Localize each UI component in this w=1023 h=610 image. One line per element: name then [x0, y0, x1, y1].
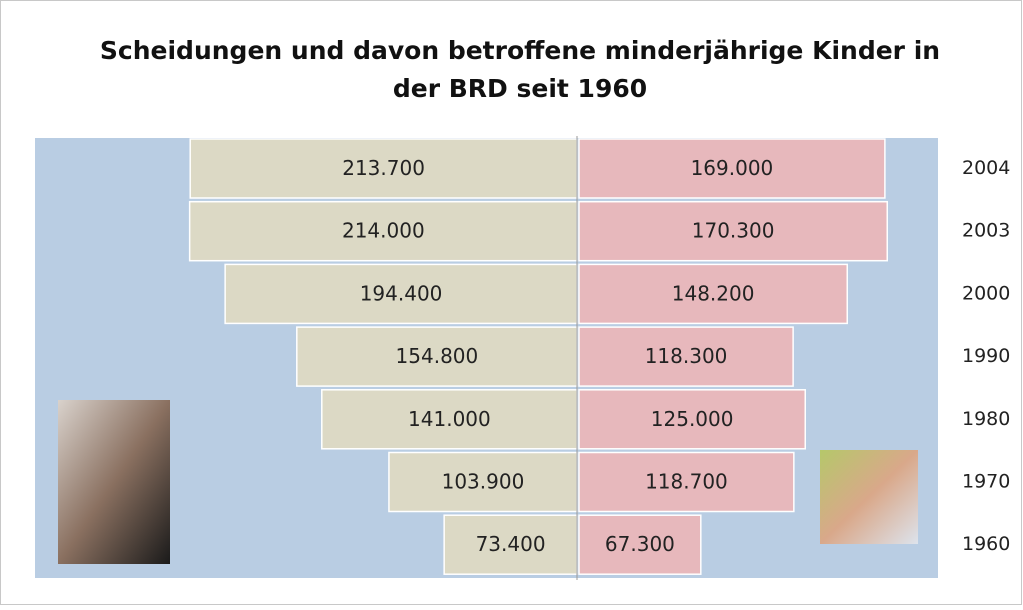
y-tick-label: 2000 [962, 282, 1010, 304]
data-label: 118.700 [645, 470, 728, 494]
photo-couple [58, 400, 170, 564]
data-label: 141.000 [408, 407, 491, 431]
chart-title: der BRD seit 1960 [393, 74, 647, 103]
y-tick-label: 1970 [962, 471, 1010, 493]
y-tick-label: 1960 [962, 533, 1010, 555]
y-tick-label: 1990 [962, 345, 1010, 367]
y-tick-label: 1980 [962, 408, 1010, 430]
y-tick-label: 2004 [962, 157, 1010, 179]
data-label: 103.900 [442, 470, 525, 494]
data-label: 213.700 [342, 156, 425, 180]
y-tick-label: 2003 [962, 220, 1010, 242]
data-label: 194.400 [360, 281, 443, 305]
chart: Scheidungen und davon betroffene minderj… [0, 0, 1023, 606]
data-label: 67.300 [605, 532, 675, 556]
data-label: 148.200 [672, 281, 755, 305]
data-label: 214.000 [342, 219, 425, 243]
data-label: 125.000 [651, 407, 734, 431]
chart-title: Scheidungen und davon betroffene minderj… [100, 36, 940, 65]
data-label: 73.400 [476, 532, 546, 556]
data-label: 118.300 [645, 344, 728, 368]
data-label: 154.800 [396, 344, 479, 368]
data-label: 169.000 [691, 156, 774, 180]
data-label: 170.300 [692, 219, 775, 243]
photo-hands [820, 450, 918, 544]
